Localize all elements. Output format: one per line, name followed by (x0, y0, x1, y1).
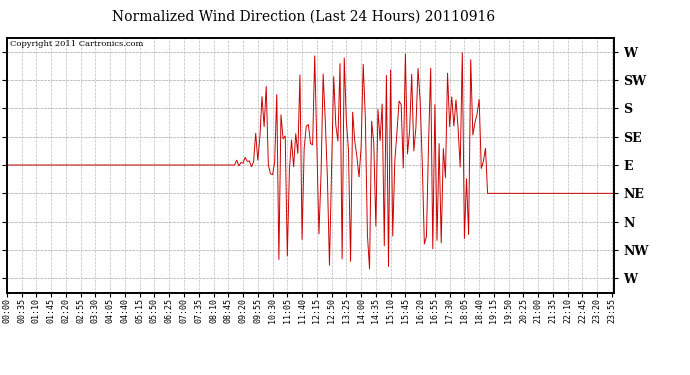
Text: Copyright 2011 Cartronics.com: Copyright 2011 Cartronics.com (10, 40, 144, 48)
Text: Normalized Wind Direction (Last 24 Hours) 20110916: Normalized Wind Direction (Last 24 Hours… (112, 9, 495, 23)
